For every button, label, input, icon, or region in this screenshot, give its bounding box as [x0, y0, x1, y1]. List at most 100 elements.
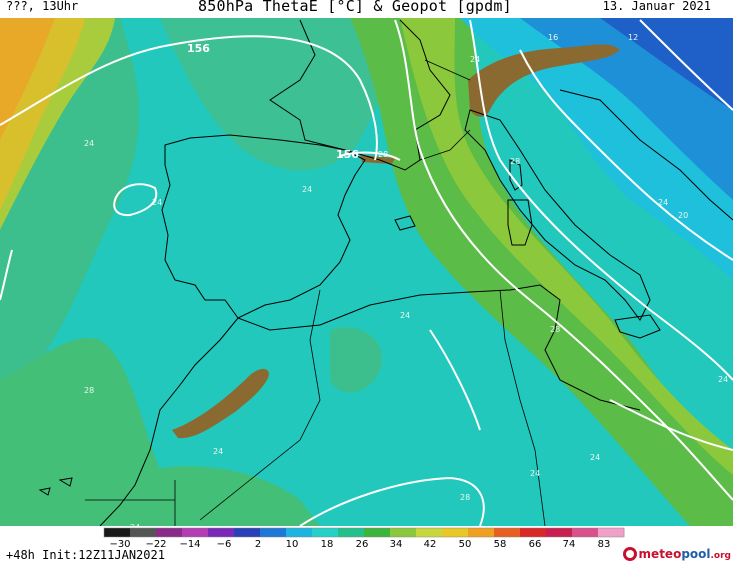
colorbar-cell [494, 528, 521, 537]
colorbar-cell [260, 528, 287, 537]
thetae-label: 24 [130, 523, 140, 526]
colorbar-tick: 58 [494, 539, 507, 550]
geopot-contour-156-north [0, 35, 378, 161]
colorbar-tick: 42 [424, 539, 437, 550]
borders [85, 59, 546, 526]
colorbar-tick: −30 [109, 539, 130, 550]
thetae-label: 28 [510, 157, 520, 166]
geopot-contour-164 [639, 19, 733, 111]
geopot-contour-south [299, 476, 485, 526]
coast-france [269, 19, 451, 171]
thetae-label: 16 [548, 33, 558, 42]
meteopool-wordmark: meteopool.org [638, 547, 731, 561]
colorbar-tick: −14 [179, 539, 200, 550]
coast-balkans [559, 89, 733, 221]
thetae-label: 24 [530, 469, 540, 478]
terrain-atlas [172, 368, 269, 439]
init-time-label: +48h Init:12Z11JAN2021 [6, 548, 165, 562]
geopot-contours [0, 19, 733, 526]
colorbar-tick: 10 [286, 539, 299, 550]
thetae-label: 24 [658, 198, 668, 207]
colorbar-cell [416, 528, 443, 537]
colorbar-cell [234, 528, 261, 537]
thetae-label: 28 [378, 150, 388, 159]
coast-north-africa [237, 284, 641, 411]
map-title: 850hPa ThetaE [°C] & Geopot [gpdm] [198, 0, 512, 15]
thetae-label: 24 [213, 447, 223, 456]
colorbar-cell [390, 528, 417, 537]
map-date: 13. Januar 2021 [602, 0, 711, 13]
colorbar-cell [130, 528, 157, 537]
valid-time-label: ???, 13Uhr [6, 0, 79, 13]
thetae-field-sahara-patch [330, 327, 382, 393]
thetae-label: 24 [590, 453, 600, 462]
colorbar-cell [104, 528, 131, 537]
colorbar: −30 −22 −14 −6 2 10 18 26 34 42 50 58 66… [103, 527, 625, 550]
thetae-field-ne-darkblue [600, 18, 733, 110]
coast-iberia [161, 134, 366, 319]
terrain-alps [468, 44, 620, 117]
thetae-labels: 24 24 24 24 24 24 24 24 24 24 24 28 28 2… [84, 33, 728, 526]
meteopool-logo-link[interactable]: meteopool.org [622, 545, 731, 563]
thetae-field-southwest [0, 338, 160, 526]
colorbar-cell [546, 528, 573, 537]
thetae-label: 24 [84, 139, 94, 148]
coast-balearics [394, 215, 416, 231]
thetae-label: 20 [678, 211, 688, 220]
border-morocco-algeria [199, 289, 321, 521]
colorbar-cell [208, 528, 235, 537]
coast-italy [464, 109, 651, 321]
coast-sardinia [507, 199, 533, 246]
border-france-italy [419, 129, 471, 161]
colorbar-cell [156, 528, 183, 537]
colorbar-tick: 66 [529, 539, 542, 550]
colorbar-cell [442, 528, 469, 537]
colorbar-cell [468, 528, 495, 537]
colorbar-cell [312, 528, 339, 537]
colorbar-tick: −6 [217, 539, 232, 550]
border-switzerland [424, 59, 471, 81]
footer-bar: −30 −22 −14 −6 2 10 18 26 34 42 50 58 66… [0, 526, 733, 566]
coastlines [38, 19, 733, 526]
header-bar: ???, 13Uhr 850hPa ThetaE [°C] & Geopot [… [0, 0, 733, 18]
thetae-label: 28 [550, 325, 560, 334]
thetae-label: 24 [152, 198, 162, 207]
thetae-label: 28 [460, 493, 470, 502]
colorbar-cell [520, 528, 547, 537]
colorbar-cell [364, 528, 391, 537]
colorbar-tick: 18 [321, 539, 334, 550]
colorbar-cell [572, 528, 599, 537]
weather-map: 156 156 24 24 24 24 24 24 24 24 24 24 24… [0, 18, 733, 526]
coast-canary-2 [38, 487, 51, 496]
colorbar-tick: 26 [356, 539, 369, 550]
colorbar-cell [338, 528, 365, 537]
thetae-label: 24 [470, 55, 480, 64]
thetae-field-nw-orange [0, 18, 55, 140]
geopot-contour-158 [394, 19, 733, 501]
coast-canary-1 [58, 477, 73, 487]
thetae-field-south [150, 466, 320, 526]
geopot-labels: 156 156 [187, 42, 359, 161]
geopot-contour-162 [519, 49, 733, 261]
geopot-contour-sahara [429, 329, 481, 431]
colorbar-tick: 50 [459, 539, 472, 550]
geopot-label: 156 [187, 42, 210, 55]
colorbar-tick: 74 [563, 539, 576, 550]
colorbar-tick: 2 [255, 539, 261, 550]
coast-sicily [614, 314, 661, 339]
thetae-label: 12 [628, 33, 638, 42]
thetae-field-france [160, 18, 420, 171]
geopot-contour-160 [469, 19, 733, 381]
geopot-contour-west-edge [0, 249, 13, 301]
colorbar-ticks: −30 −22 −14 −6 2 10 18 26 34 42 50 58 66… [109, 539, 610, 550]
colorbar-tick: 83 [598, 539, 611, 550]
border-algeria-tunisia-libya [499, 289, 546, 526]
colorbar-cells [103, 527, 625, 538]
map-canvas: 156 156 24 24 24 24 24 24 24 24 24 24 24… [0, 18, 733, 526]
colorbar-tick: 34 [390, 539, 403, 550]
colorbar-cell [598, 528, 625, 537]
coast-morocco [99, 317, 239, 526]
geopot-contour-se [609, 399, 733, 451]
thetae-label: 24 [400, 311, 410, 320]
coast-corsica [509, 159, 523, 191]
